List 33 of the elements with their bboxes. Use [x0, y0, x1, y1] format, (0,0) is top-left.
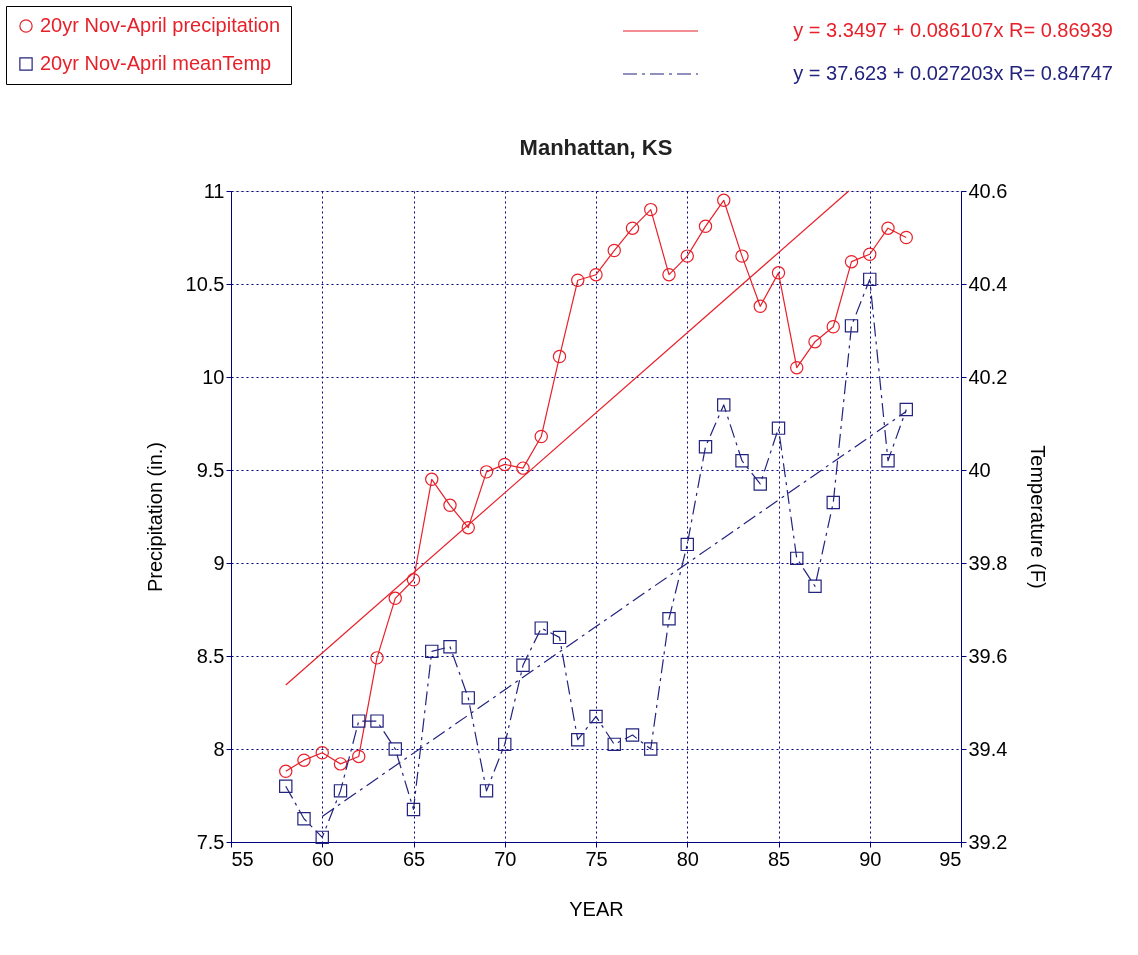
y2-tick-label: 39.8: [968, 551, 1008, 574]
y-tick-label: 9: [213, 551, 225, 574]
y-tick-label: 10: [202, 365, 225, 388]
x-tick-label: 55: [231, 847, 254, 870]
y-tick-label: 10.5: [185, 272, 225, 295]
text: y = 3.3497 + 0.086107x R= 0.86939: [793, 19, 1113, 41]
y-axis-title: Precipitation (in.): [143, 441, 166, 593]
y2-tick-label: 40.4: [968, 272, 1008, 295]
y-tick-label: 7.5: [196, 830, 225, 853]
x-tick-label: 75: [585, 847, 608, 870]
y2-tick-label: 40.6: [968, 179, 1008, 202]
x-tick-label: 85: [767, 847, 791, 870]
x-tick-label: 90: [859, 847, 882, 870]
y2-axis-title: Temperature (F): [1027, 445, 1050, 589]
y2-tick-label: 40: [968, 458, 991, 481]
y-tick-label: 8.5: [196, 644, 225, 667]
text: y = 37.623 + 0.027203x R= 0.84747: [793, 62, 1113, 84]
x-tick-label: 65: [402, 847, 426, 870]
x-tick-label: 70: [494, 847, 517, 870]
chart-title: Manhattan, KS: [519, 135, 673, 160]
x-tick-label: 80: [676, 847, 699, 870]
y-tick-label: 8: [213, 737, 225, 760]
legend-label: 20yr Nov-April meanTemp: [40, 52, 272, 74]
y2-tick-label: 39.2: [968, 830, 1008, 853]
x-tick-label: 95: [939, 847, 962, 870]
y2-tick-label: 40.2: [968, 365, 1008, 388]
y2-tick-label: 39.6: [968, 644, 1008, 667]
y-tick-label: 9.5: [196, 458, 225, 481]
legend-label: 20yr Nov-April precipitation: [40, 14, 281, 36]
y-tick-label: 11: [203, 179, 225, 202]
y2-tick-label: 39.4: [968, 737, 1008, 760]
x-tick-label: 60: [311, 847, 334, 870]
x-axis-title: YEAR: [569, 897, 624, 920]
